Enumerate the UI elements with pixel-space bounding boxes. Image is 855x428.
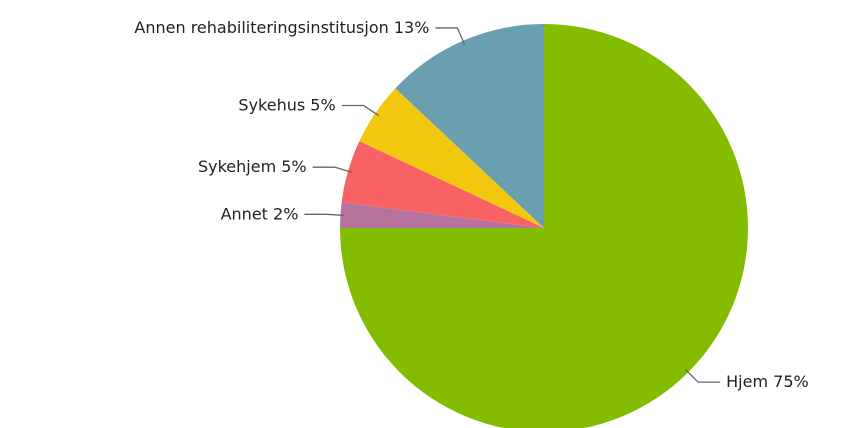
slice-label: Hjem 75% xyxy=(726,372,809,391)
slice-label: Annet 2% xyxy=(221,204,299,223)
pie-slice xyxy=(340,202,544,228)
slice-label: Sykehjem 5% xyxy=(198,157,307,176)
slice-value: 5% xyxy=(281,157,306,176)
label-connector xyxy=(435,27,466,45)
slice-value: 75% xyxy=(773,372,809,391)
pie-slice xyxy=(395,24,544,228)
label-connector xyxy=(684,368,721,383)
pie-slice xyxy=(359,88,544,229)
slice-label: Sykehus 5% xyxy=(238,95,335,114)
slice-name: Sykehjem xyxy=(198,157,276,176)
slice-value: 13% xyxy=(394,17,430,36)
label-connector xyxy=(341,104,379,117)
slice-value: 5% xyxy=(310,95,335,114)
slice-label: Annen rehabiliteringsinstitusjon 13% xyxy=(134,17,429,36)
pie-slice xyxy=(341,141,544,228)
label-connector xyxy=(304,213,345,217)
slice-name: Annen rehabiliteringsinstitusjon xyxy=(134,17,388,36)
slice-name: Annet xyxy=(221,204,268,223)
slice-name: Sykehus xyxy=(238,95,305,114)
slice-name: Hjem xyxy=(726,372,768,391)
slice-value: 2% xyxy=(273,204,298,223)
label-connector xyxy=(312,166,353,173)
